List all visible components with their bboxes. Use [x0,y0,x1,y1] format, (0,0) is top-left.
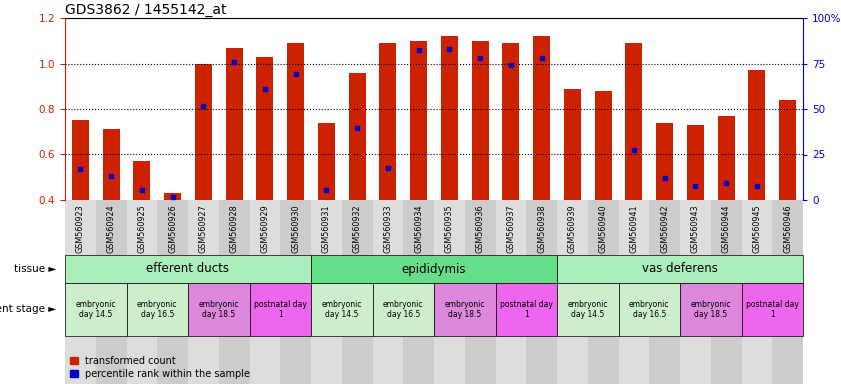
Bar [772,200,803,384]
Bar [410,41,427,200]
Bar [311,255,557,283]
Bar [618,200,649,384]
Bar [349,73,366,200]
Bar [126,200,157,384]
Bar [779,100,796,200]
Bar [557,255,803,283]
Bar [495,200,526,384]
Bar [742,200,772,384]
Bar [65,283,126,336]
Bar [533,36,550,200]
Bar [311,283,373,336]
Bar [96,200,126,384]
Bar [72,120,89,200]
Bar [472,41,489,200]
Bar [588,200,618,384]
Bar [188,200,219,384]
Bar [287,43,304,200]
Bar [195,63,212,200]
Bar [526,200,557,384]
Bar [311,200,341,384]
Text: efferent ducts: efferent ducts [146,263,230,275]
Bar [134,161,151,200]
Text: GDS3862 / 1455142_at: GDS3862 / 1455142_at [65,3,226,17]
Text: tissue ►: tissue ► [14,264,56,274]
Bar [717,116,734,200]
Bar [656,122,673,200]
Text: vas deferens: vas deferens [642,263,718,275]
Bar [649,200,680,384]
Text: postnatal day
1: postnatal day 1 [254,300,307,319]
Bar [564,89,581,200]
Bar [318,122,335,200]
Bar [557,200,588,384]
Bar [65,255,311,283]
Bar [157,200,188,384]
Bar [225,48,242,200]
Text: postnatal day
1: postnatal day 1 [500,300,553,319]
Bar [595,91,611,200]
Text: embryonic
day 14.5: embryonic day 14.5 [568,300,608,319]
Bar [188,283,250,336]
Text: postnatal day
1: postnatal day 1 [746,300,799,319]
Bar [250,200,280,384]
Bar [257,57,273,200]
Text: embryonic
day 14.5: embryonic day 14.5 [321,300,362,319]
Bar [465,200,495,384]
Bar [403,200,434,384]
Legend: transformed count, percentile rank within the sample: transformed count, percentile rank withi… [70,356,251,379]
Bar [502,43,520,200]
Text: embryonic
day 16.5: embryonic day 16.5 [137,300,177,319]
Bar [379,43,396,200]
Bar [680,283,742,336]
Bar [280,200,311,384]
Bar [65,200,96,384]
Bar [711,200,742,384]
Text: embryonic
day 18.5: embryonic day 18.5 [690,300,731,319]
Bar [434,200,465,384]
Bar [219,200,250,384]
Text: embryonic
day 18.5: embryonic day 18.5 [198,300,239,319]
Bar [126,283,188,336]
Bar [618,283,680,336]
Bar [687,125,704,200]
Bar [495,283,557,336]
Bar [680,200,711,384]
Bar [164,193,181,200]
Bar [250,283,311,336]
Bar [373,200,403,384]
Bar [434,283,495,336]
Bar [341,200,373,384]
Text: embryonic
day 14.5: embryonic day 14.5 [76,300,116,319]
Bar [742,283,803,336]
Bar [557,283,618,336]
Text: embryonic
day 16.5: embryonic day 16.5 [383,300,424,319]
Bar [626,43,643,200]
Text: development stage ►: development stage ► [0,305,56,314]
Text: embryonic
day 16.5: embryonic day 16.5 [629,300,669,319]
Text: epididymis: epididymis [402,263,466,275]
Bar [103,129,119,200]
Bar [441,36,458,200]
Bar [748,70,765,200]
Bar [373,283,434,336]
Text: embryonic
day 18.5: embryonic day 18.5 [445,300,485,319]
